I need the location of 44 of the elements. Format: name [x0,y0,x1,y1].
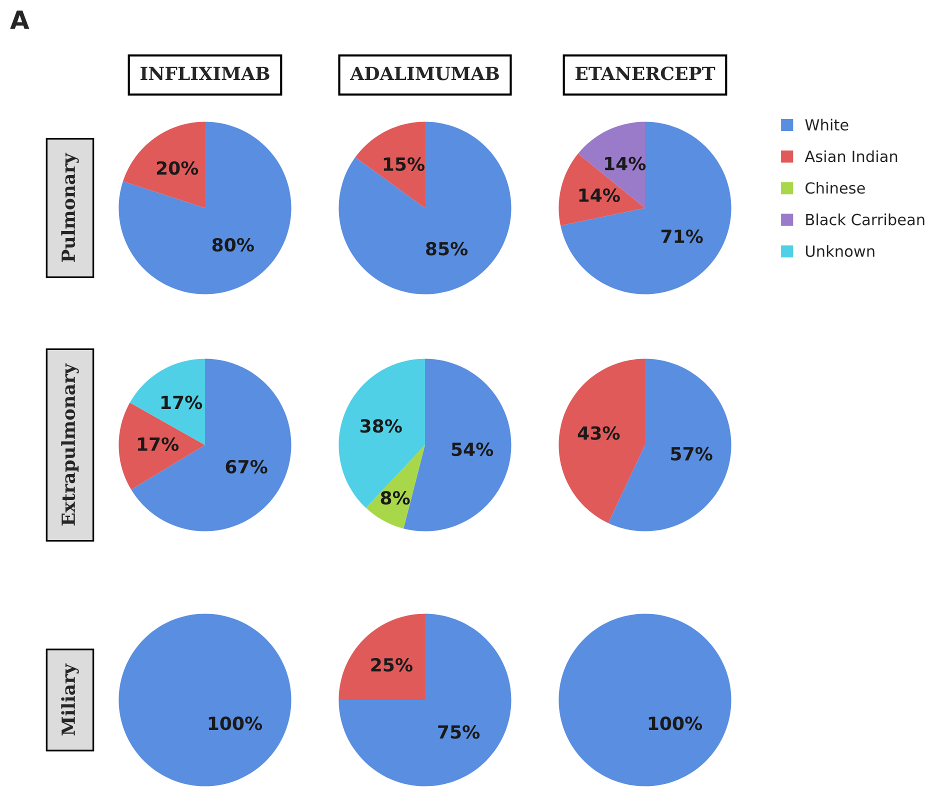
pie-slice [338,358,425,508]
data-label: 54% [452,442,494,456]
data-label: 14% [605,156,646,170]
pie-slice [560,122,732,294]
data-label: 67% [226,460,268,474]
data-label: 15% [384,157,424,171]
data-label: 100% [208,716,262,730]
pie-slice [122,122,205,208]
legend-label: Unknown [806,245,874,257]
legend-label: Chinese [806,182,865,194]
pie-slice [131,358,292,532]
legend-label: White [805,118,848,131]
data-label: 80% [212,238,254,252]
pie-slice [338,614,425,700]
data-label: 17% [138,437,179,451]
text: A [10,10,30,29]
data-label: 100% [648,716,702,730]
pie-slice [558,358,645,524]
data-label: 75% [438,725,480,739]
data-label: 85% [426,242,468,256]
chart-title: ETANERCEPT [576,66,716,80]
text: Miliary [61,663,79,736]
data-label: 17% [161,396,202,410]
chart-title: INFLIXIMAB [140,66,270,80]
text: Extrapulmonary [61,363,79,526]
data-label: 20% [156,161,198,175]
data-label: 43% [578,426,620,440]
pie-slice [355,122,425,208]
legend-label: Black Carribean [806,214,924,226]
data-label: 38% [360,419,402,433]
data-label: 14% [579,188,620,202]
pie-slice [578,122,645,208]
pie-slice [366,445,425,529]
pie-slice [558,154,645,226]
legend-label: Asian Indian [804,150,898,162]
text: Pulmonary [61,152,79,262]
pie-slice [118,122,292,294]
chart-title: ADALIMUMAB [350,66,499,80]
pie-slice [338,122,512,294]
data-label: 57% [671,446,712,461]
data-label: 25% [371,658,412,672]
data-label: 8% [380,491,410,505]
pie-slice [338,614,512,786]
data-label: 71% [661,230,703,244]
